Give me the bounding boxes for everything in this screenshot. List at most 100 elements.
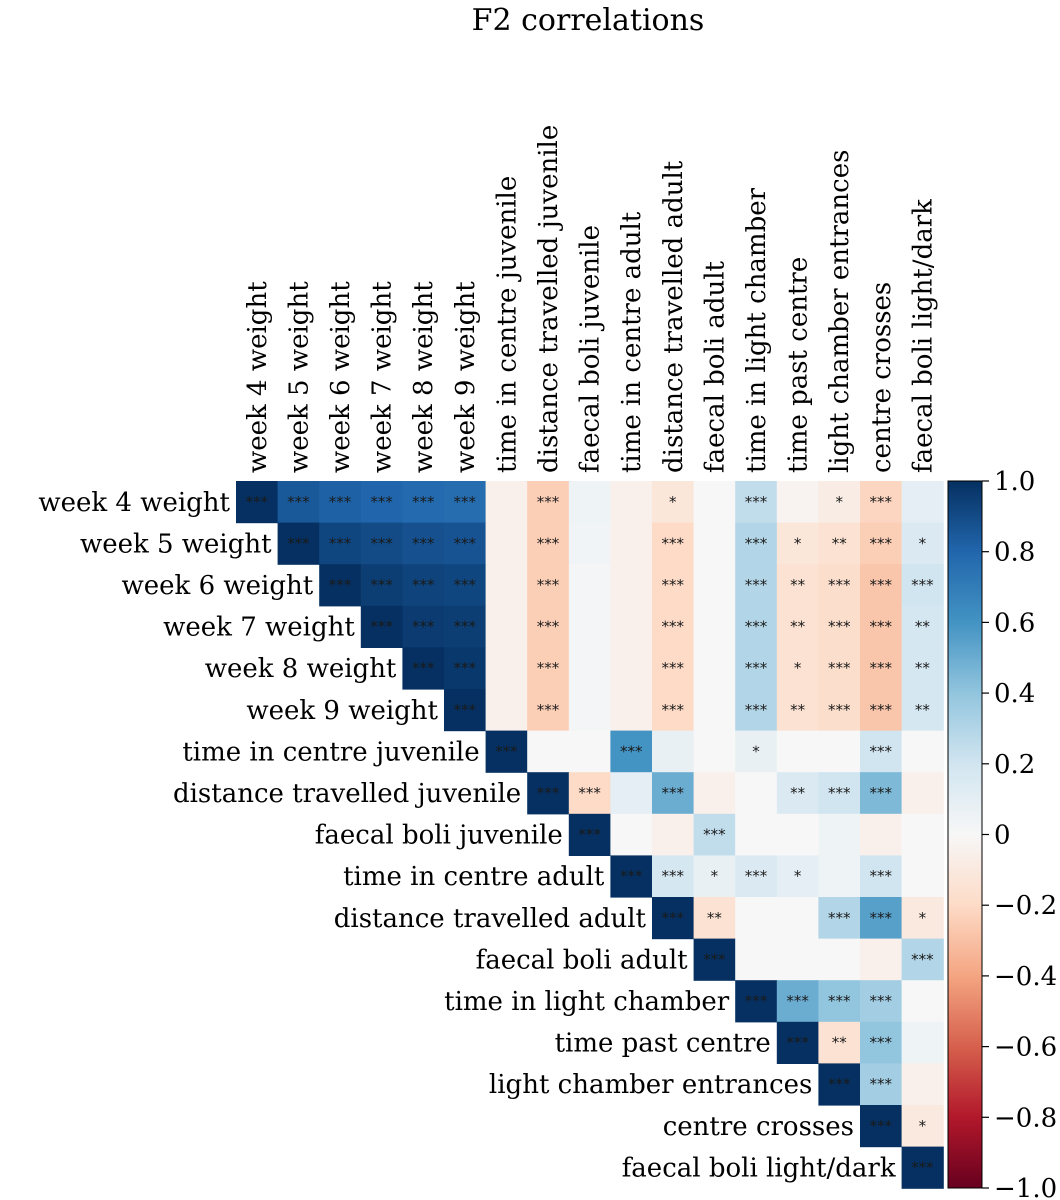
heatmap-cell: [610, 564, 653, 607]
heatmap-cell: [818, 564, 861, 607]
colorbar-tick-label: 0.4: [994, 679, 1035, 709]
heatmap-cell: [818, 1021, 861, 1064]
significance-marker: ***: [703, 950, 726, 968]
heatmap-cell: [776, 605, 819, 648]
colorbar-tick-label: −0.4: [994, 962, 1057, 992]
heatmap-cell: [860, 980, 903, 1023]
significance-marker: **: [790, 784, 806, 802]
significance-marker: **: [915, 618, 931, 636]
heatmap-cell: [901, 938, 944, 981]
heatmap-cell: [485, 730, 528, 773]
heatmap-cell: [652, 772, 695, 815]
row-labels: week 4 weight week 5 weight week 6 weight w…: [38, 488, 895, 1184]
heatmap-cell: [236, 481, 279, 524]
heatmap-cell: [402, 605, 445, 648]
heatmap-cell: [860, 564, 903, 607]
heatmap-cell: [485, 689, 528, 732]
significance-marker: ***: [870, 659, 893, 677]
heatmap-cell: [735, 813, 778, 856]
significance-marker: **: [832, 1034, 848, 1052]
heatmap-cell: [693, 938, 736, 981]
significance-marker: ***: [454, 493, 477, 511]
significance-marker: ***: [828, 576, 851, 594]
heatmap-cell: [901, 481, 944, 524]
heatmap-cell: [901, 522, 944, 565]
heatmap-cell: [444, 564, 487, 607]
heatmap-cell: [277, 522, 320, 565]
heatmap-cell: [776, 730, 819, 773]
column-label: light chamber entrances: [825, 150, 855, 473]
row-label: faecal boli adult: [476, 945, 689, 975]
heatmap-cell: [860, 897, 903, 940]
significance-marker: ***: [662, 909, 685, 927]
heatmap-cell: [860, 1105, 903, 1148]
significance-marker: ***: [620, 742, 643, 760]
heatmap-cell: [485, 647, 528, 690]
heatmap-cell: [610, 647, 653, 690]
significance-marker: *: [919, 534, 927, 552]
heatmap-cell: [901, 1063, 944, 1106]
significance-marker: ***: [370, 576, 393, 594]
colorbar-tick-label: 0.2: [994, 750, 1035, 780]
heatmap-cell: [860, 522, 903, 565]
heatmap-cell: [527, 605, 570, 648]
heatmap-cell: [901, 564, 944, 607]
significance-marker: ***: [620, 867, 643, 885]
heatmap-cell: [901, 689, 944, 732]
heatmap-cell: [860, 938, 903, 981]
heatmap-cell: [693, 897, 736, 940]
colorbar-tick-label: −1.0: [994, 1174, 1057, 1200]
significance-marker: ***: [828, 1075, 851, 1093]
heatmap-cell: [776, 1021, 819, 1064]
significance-marker: **: [790, 576, 806, 594]
significance-marker: ***: [870, 493, 893, 511]
significance-marker: ***: [329, 493, 352, 511]
heatmap-cell: [901, 605, 944, 648]
significance-marker: ***: [786, 992, 809, 1010]
heatmap-cell: [735, 647, 778, 690]
heatmap-cell: [818, 897, 861, 940]
significance-marker: ***: [745, 659, 768, 677]
column-label: time past centre: [784, 257, 814, 473]
significance-marker: ***: [495, 742, 518, 760]
heatmap-cell: [402, 564, 445, 607]
chart-title: F2 correlations: [472, 3, 705, 38]
column-label: week 7 weight: [368, 281, 398, 473]
significance-marker: *: [794, 534, 802, 552]
heatmap-cell: [568, 564, 611, 607]
significance-marker: ***: [329, 576, 352, 594]
significance-marker: **: [707, 909, 723, 927]
significance-marker: ***: [578, 826, 601, 844]
significance-marker: *: [794, 659, 802, 677]
significance-marker: ***: [745, 992, 768, 1010]
significance-marker: ***: [287, 493, 310, 511]
significance-marker: ***: [287, 534, 310, 552]
heatmap-cell: [818, 772, 861, 815]
heatmap-cell: [860, 813, 903, 856]
significance-marker: **: [915, 659, 931, 677]
heatmap-cell: [568, 772, 611, 815]
heatmap-cell: [402, 522, 445, 565]
heatmap-cell: [818, 689, 861, 732]
heatmap-cell: [735, 605, 778, 648]
row-label: time in light chamber: [444, 987, 730, 1017]
heatmap-cell: [319, 481, 362, 524]
significance-marker: ***: [412, 576, 435, 594]
heatmap-cell: [776, 522, 819, 565]
significance-marker: ***: [329, 534, 352, 552]
row-label: time past centre: [555, 1029, 771, 1059]
heatmap-cell: [818, 647, 861, 690]
heatmap-cell: [444, 522, 487, 565]
significance-marker: ***: [662, 534, 685, 552]
significance-marker: ***: [745, 534, 768, 552]
heatmap-cell: [652, 647, 695, 690]
heatmap-cell: [776, 813, 819, 856]
heatmap-cell: [818, 813, 861, 856]
heatmap-cell: [901, 813, 944, 856]
significance-marker: ***: [662, 784, 685, 802]
significance-marker: *: [919, 1117, 927, 1135]
heatmap-cell: [776, 481, 819, 524]
heatmap-cell: [776, 647, 819, 690]
